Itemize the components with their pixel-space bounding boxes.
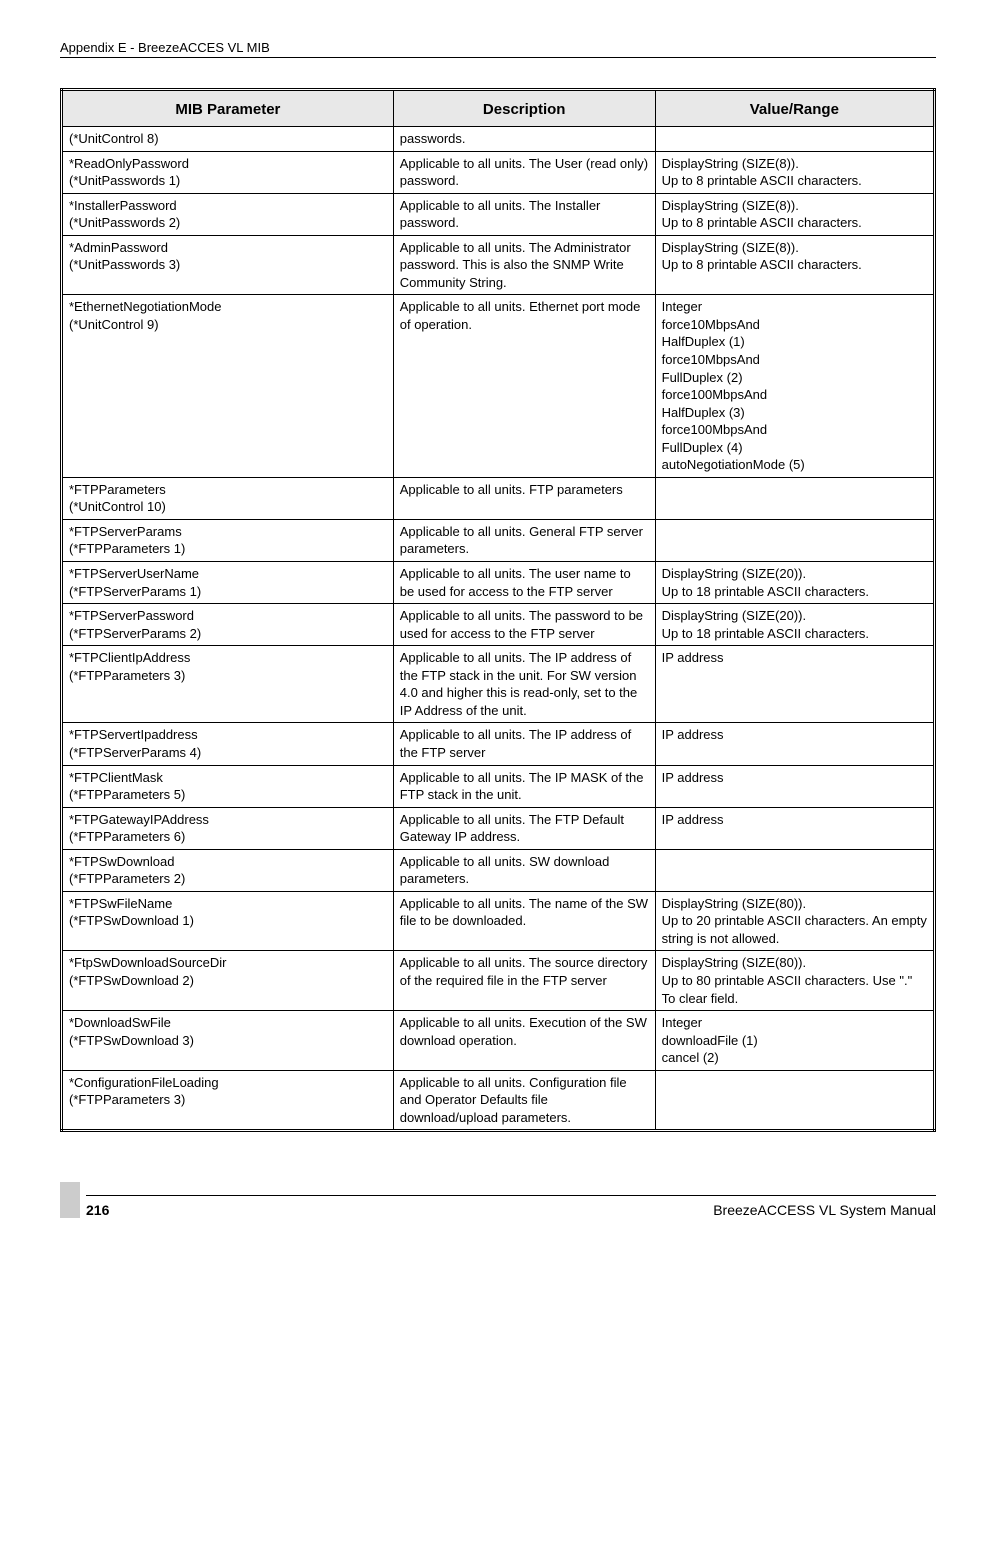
cell-param: *FTPServerUserName (*FTPServerParams 1) bbox=[62, 562, 394, 604]
cell-desc: Applicable to all units. The password to… bbox=[393, 604, 655, 646]
cell-val bbox=[655, 519, 934, 561]
page-header: Appendix E - BreezeACCES VL MIB bbox=[60, 40, 936, 58]
cell-desc: Applicable to all units. General FTP ser… bbox=[393, 519, 655, 561]
cell-desc: Applicable to all units. The User (read … bbox=[393, 151, 655, 193]
table-row: *FTPServerUserName (*FTPServerParams 1)A… bbox=[62, 562, 935, 604]
cell-param: (*UnitControl 8) bbox=[62, 127, 394, 152]
cell-param: *FTPServerParams (*FTPParameters 1) bbox=[62, 519, 394, 561]
cell-param: *FTPClientMask (*FTPParameters 5) bbox=[62, 765, 394, 807]
cell-val: DisplayString (SIZE(80)). Up to 20 print… bbox=[655, 891, 934, 951]
cell-desc: Applicable to all units. The name of the… bbox=[393, 891, 655, 951]
table-row: *FTPSwFileName (*FTPSwDownload 1)Applica… bbox=[62, 891, 935, 951]
cell-val: DisplayString (SIZE(8)). Up to 8 printab… bbox=[655, 235, 934, 295]
table-row: *FTPParameters (*UnitControl 10)Applicab… bbox=[62, 477, 935, 519]
cell-desc: Applicable to all units. The IP address … bbox=[393, 723, 655, 765]
mib-table: MIB Parameter Description Value/Range (*… bbox=[60, 88, 936, 1132]
cell-param: *FTPParameters (*UnitControl 10) bbox=[62, 477, 394, 519]
cell-val: Integer downloadFile (1) cancel (2) bbox=[655, 1011, 934, 1071]
cell-val: DisplayString (SIZE(20)). Up to 18 print… bbox=[655, 562, 934, 604]
cell-val: DisplayString (SIZE(20)). Up to 18 print… bbox=[655, 604, 934, 646]
cell-desc: Applicable to all units. The Installer p… bbox=[393, 193, 655, 235]
table-row: *FTPServerParams (*FTPParameters 1)Appli… bbox=[62, 519, 935, 561]
cell-val: DisplayString (SIZE(8)). Up to 8 printab… bbox=[655, 151, 934, 193]
table-row: *FTPSwDownload (*FTPParameters 2)Applica… bbox=[62, 849, 935, 891]
cell-val bbox=[655, 127, 934, 152]
table-row: *FTPClientMask (*FTPParameters 5)Applica… bbox=[62, 765, 935, 807]
cell-desc: Applicable to all units. Configuration f… bbox=[393, 1070, 655, 1131]
table-header-row: MIB Parameter Description Value/Range bbox=[62, 90, 935, 127]
cell-desc: Applicable to all units. The IP address … bbox=[393, 646, 655, 723]
cell-param: *InstallerPassword (*UnitPasswords 2) bbox=[62, 193, 394, 235]
cell-val bbox=[655, 849, 934, 891]
table-row: *ConfigurationFileLoading (*FTPParameter… bbox=[62, 1070, 935, 1131]
cell-param: *FtpSwDownloadSourceDir (*FTPSwDownload … bbox=[62, 951, 394, 1011]
cell-desc: Applicable to all units. The IP MASK of … bbox=[393, 765, 655, 807]
footer-line: 216 BreezeACCESS VL System Manual bbox=[86, 1195, 936, 1218]
table-row: (*UnitControl 8)passwords. bbox=[62, 127, 935, 152]
header-desc: Description bbox=[393, 90, 655, 127]
table-row: *EthernetNegotiationMode (*UnitControl 9… bbox=[62, 295, 935, 477]
cell-desc: Applicable to all units. FTP parameters bbox=[393, 477, 655, 519]
cell-desc: Applicable to all units. The source dire… bbox=[393, 951, 655, 1011]
cell-param: *DownloadSwFile (*FTPSwDownload 3) bbox=[62, 1011, 394, 1071]
table-row: *DownloadSwFile (*FTPSwDownload 3)Applic… bbox=[62, 1011, 935, 1071]
page-footer: 216 BreezeACCESS VL System Manual bbox=[60, 1182, 936, 1218]
header-val: Value/Range bbox=[655, 90, 934, 127]
cell-desc: Applicable to all units. Execution of th… bbox=[393, 1011, 655, 1071]
cell-val: DisplayString (SIZE(80)). Up to 80 print… bbox=[655, 951, 934, 1011]
page-number: 216 bbox=[86, 1202, 109, 1218]
cell-param: *ConfigurationFileLoading (*FTPParameter… bbox=[62, 1070, 394, 1131]
header-param: MIB Parameter bbox=[62, 90, 394, 127]
table-row: *AdminPassword (*UnitPasswords 3)Applica… bbox=[62, 235, 935, 295]
cell-param: *FTPServertIpaddress (*FTPServerParams 4… bbox=[62, 723, 394, 765]
cell-param: *FTPGatewayIPAddress (*FTPParameters 6) bbox=[62, 807, 394, 849]
cell-desc: passwords. bbox=[393, 127, 655, 152]
cell-val bbox=[655, 477, 934, 519]
cell-param: *AdminPassword (*UnitPasswords 3) bbox=[62, 235, 394, 295]
cell-param: *EthernetNegotiationMode (*UnitControl 9… bbox=[62, 295, 394, 477]
table-row: *FTPGatewayIPAddress (*FTPParameters 6)A… bbox=[62, 807, 935, 849]
cell-param: *FTPServerPassword (*FTPServerParams 2) bbox=[62, 604, 394, 646]
cell-desc: Applicable to all units. SW download par… bbox=[393, 849, 655, 891]
table-row: *FTPClientIpAddress (*FTPParameters 3)Ap… bbox=[62, 646, 935, 723]
table-row: *FTPServerPassword (*FTPServerParams 2)A… bbox=[62, 604, 935, 646]
cell-desc: Applicable to all units. Ethernet port m… bbox=[393, 295, 655, 477]
footer-block bbox=[60, 1182, 80, 1218]
cell-val: Integer force10MbpsAnd HalfDuplex (1) fo… bbox=[655, 295, 934, 477]
table-row: *FtpSwDownloadSourceDir (*FTPSwDownload … bbox=[62, 951, 935, 1011]
cell-val: IP address bbox=[655, 765, 934, 807]
cell-desc: Applicable to all units. The user name t… bbox=[393, 562, 655, 604]
cell-val: IP address bbox=[655, 723, 934, 765]
cell-param: *FTPSwFileName (*FTPSwDownload 1) bbox=[62, 891, 394, 951]
cell-val bbox=[655, 1070, 934, 1131]
cell-val: IP address bbox=[655, 646, 934, 723]
cell-val: IP address bbox=[655, 807, 934, 849]
cell-val: DisplayString (SIZE(8)). Up to 8 printab… bbox=[655, 193, 934, 235]
cell-desc: Applicable to all units. The Administrat… bbox=[393, 235, 655, 295]
cell-desc: Applicable to all units. The FTP Default… bbox=[393, 807, 655, 849]
table-row: *InstallerPassword (*UnitPasswords 2)App… bbox=[62, 193, 935, 235]
table-row: *ReadOnlyPassword (*UnitPasswords 1)Appl… bbox=[62, 151, 935, 193]
cell-param: *FTPClientIpAddress (*FTPParameters 3) bbox=[62, 646, 394, 723]
table-row: *FTPServertIpaddress (*FTPServerParams 4… bbox=[62, 723, 935, 765]
cell-param: *ReadOnlyPassword (*UnitPasswords 1) bbox=[62, 151, 394, 193]
manual-title: BreezeACCESS VL System Manual bbox=[713, 1202, 936, 1218]
cell-param: *FTPSwDownload (*FTPParameters 2) bbox=[62, 849, 394, 891]
